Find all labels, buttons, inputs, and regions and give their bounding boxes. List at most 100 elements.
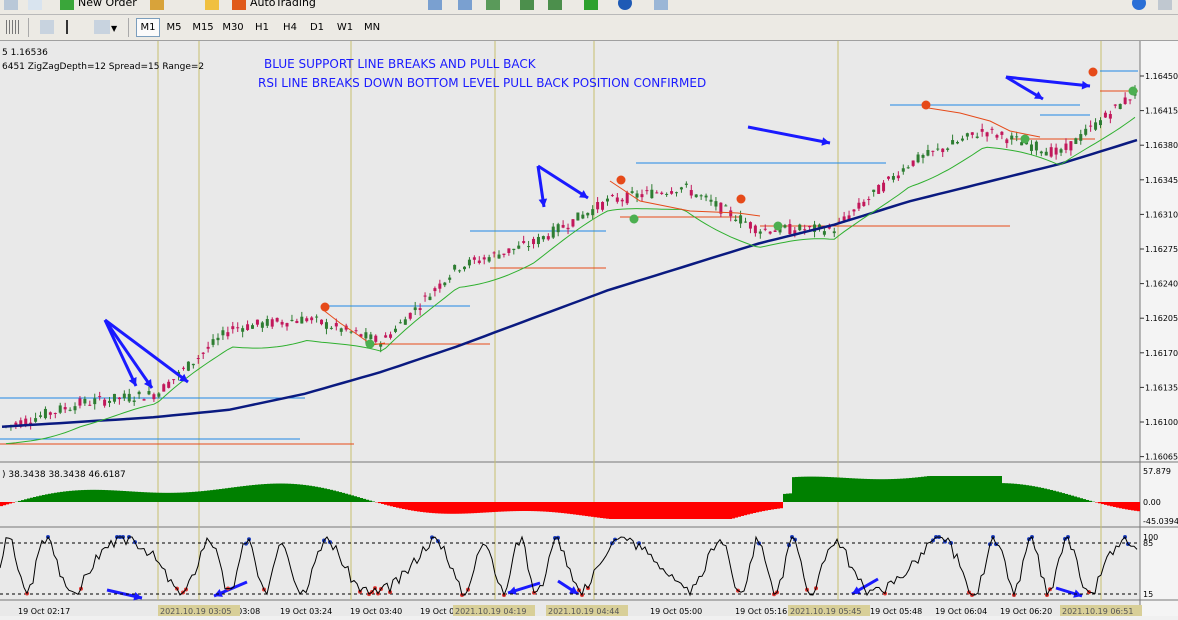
candle-body	[690, 190, 693, 195]
macd-bar	[159, 493, 162, 502]
price-chart[interactable]: 5 1.16536 6451 ZigZagDepth=12 Spread=15 …	[0, 41, 1178, 616]
macd-bar	[492, 502, 495, 512]
candle-body	[729, 210, 732, 216]
candle-body	[88, 405, 91, 406]
macd-bar	[96, 490, 99, 502]
zoom-in-icon[interactable]	[428, 0, 442, 10]
tile-windows-icon[interactable]	[486, 0, 500, 10]
zoom-out-icon[interactable]	[458, 0, 472, 10]
autoscroll-icon[interactable]	[548, 0, 562, 10]
crosshair-icon[interactable]	[40, 20, 54, 34]
time-tick-label: 19 Oct 03:40	[350, 607, 402, 616]
macd-bar	[828, 477, 831, 502]
macd-bar	[513, 502, 516, 511]
timeframe-w1[interactable]: W1	[334, 19, 356, 36]
macd-bar	[666, 502, 669, 519]
macd-bar	[840, 478, 843, 502]
macd-bar	[291, 484, 294, 502]
candle-body	[473, 257, 476, 259]
new-order-button[interactable]: New Order	[78, 0, 137, 10]
candle-body	[231, 326, 234, 329]
macd-bar	[645, 502, 648, 519]
macd-bar	[1023, 485, 1026, 502]
macd-bar	[381, 502, 384, 504]
macd-bar	[543, 502, 546, 512]
templates-icon[interactable]	[654, 0, 668, 10]
indicators-icon[interactable]	[584, 0, 598, 10]
macd-bar	[633, 502, 636, 519]
macd-bar	[597, 502, 600, 518]
candle-body	[611, 195, 614, 196]
periods-icon[interactable]	[618, 0, 632, 10]
candle-body	[221, 330, 224, 335]
timeframe-m30[interactable]: M30	[220, 19, 246, 36]
macd-bar	[432, 502, 435, 513]
macd-bar	[486, 502, 489, 512]
candle-body	[133, 401, 136, 402]
timeframe-h4[interactable]: H4	[279, 19, 301, 36]
macd-bar	[267, 484, 270, 502]
candle-body	[650, 190, 653, 198]
candle-body	[724, 205, 727, 206]
candle-body	[443, 283, 446, 286]
macd-bar	[798, 477, 801, 502]
timeframe-h1[interactable]: H1	[251, 19, 273, 36]
candle-body	[680, 187, 683, 189]
candle-body	[192, 364, 195, 365]
signal-dot	[321, 303, 330, 312]
price-tick-label: 1.16065	[1145, 453, 1178, 462]
macd-bar	[1041, 488, 1044, 502]
candle-body	[936, 149, 939, 150]
zoom-icon[interactable]	[28, 0, 42, 10]
candle-body	[123, 394, 126, 399]
price-tick-label: 1.16240	[1145, 280, 1178, 289]
price-axis	[1140, 41, 1178, 616]
autotrading-button[interactable]: AutoTrading	[250, 0, 316, 10]
macd-bar	[435, 502, 438, 513]
time-tick-label: 19 Oct 05:16	[735, 607, 787, 616]
macd-bar	[138, 492, 141, 502]
macd-bar	[756, 502, 759, 512]
macd-bar	[936, 476, 939, 502]
chevron-down-icon[interactable]: ▼	[111, 24, 117, 33]
autotrading-icon[interactable]	[232, 0, 246, 10]
macd-bar	[960, 476, 963, 502]
macd-bar	[1116, 502, 1119, 508]
macd-bar	[429, 502, 432, 513]
chat-icon[interactable]	[1158, 0, 1172, 10]
macd-bar	[1002, 483, 1005, 502]
candle-body	[39, 415, 42, 416]
metaeditor-icon[interactable]	[150, 0, 164, 10]
new-order-icon[interactable]	[60, 0, 74, 10]
candle-body	[1010, 136, 1013, 140]
macd-bar	[867, 479, 870, 502]
macd-bar	[357, 497, 360, 502]
macd-bar	[1005, 483, 1008, 502]
timeframe-m15[interactable]: M15	[190, 19, 216, 36]
chart-shift-icon[interactable]	[520, 0, 534, 10]
timeframe-d1[interactable]: D1	[306, 19, 328, 36]
timeframe-mn[interactable]: MN	[361, 19, 383, 36]
macd-bar	[834, 477, 837, 502]
time-highlight-label: 2021.10.19 06:51	[1062, 607, 1133, 616]
macd-bar	[762, 502, 765, 511]
line-studies-icon[interactable]	[94, 20, 110, 34]
macd-bar	[348, 495, 351, 502]
macd-bar	[750, 502, 753, 514]
grid-icon[interactable]	[4, 0, 18, 10]
macd-bar	[954, 476, 957, 502]
candle-body	[340, 328, 343, 331]
time-highlight-label: 2021.10.19 03:05	[160, 607, 231, 616]
candle-body	[93, 399, 96, 405]
macd-bar	[759, 502, 762, 512]
timeframe-m5[interactable]: M5	[163, 19, 185, 36]
macd-bar	[621, 502, 624, 519]
macd-bar	[327, 489, 330, 502]
chart-price-label: 5 1.16536	[2, 48, 48, 58]
macd-bar	[18, 501, 21, 502]
vertical-line-icon[interactable]	[66, 20, 82, 34]
timeframe-m1[interactable]: M1	[136, 18, 160, 37]
search-icon[interactable]	[1132, 0, 1146, 10]
chart-window[interactable]: 5 1.16536 6451 ZigZagDepth=12 Spread=15 …	[0, 41, 1178, 616]
scripts-icon[interactable]	[205, 0, 219, 10]
